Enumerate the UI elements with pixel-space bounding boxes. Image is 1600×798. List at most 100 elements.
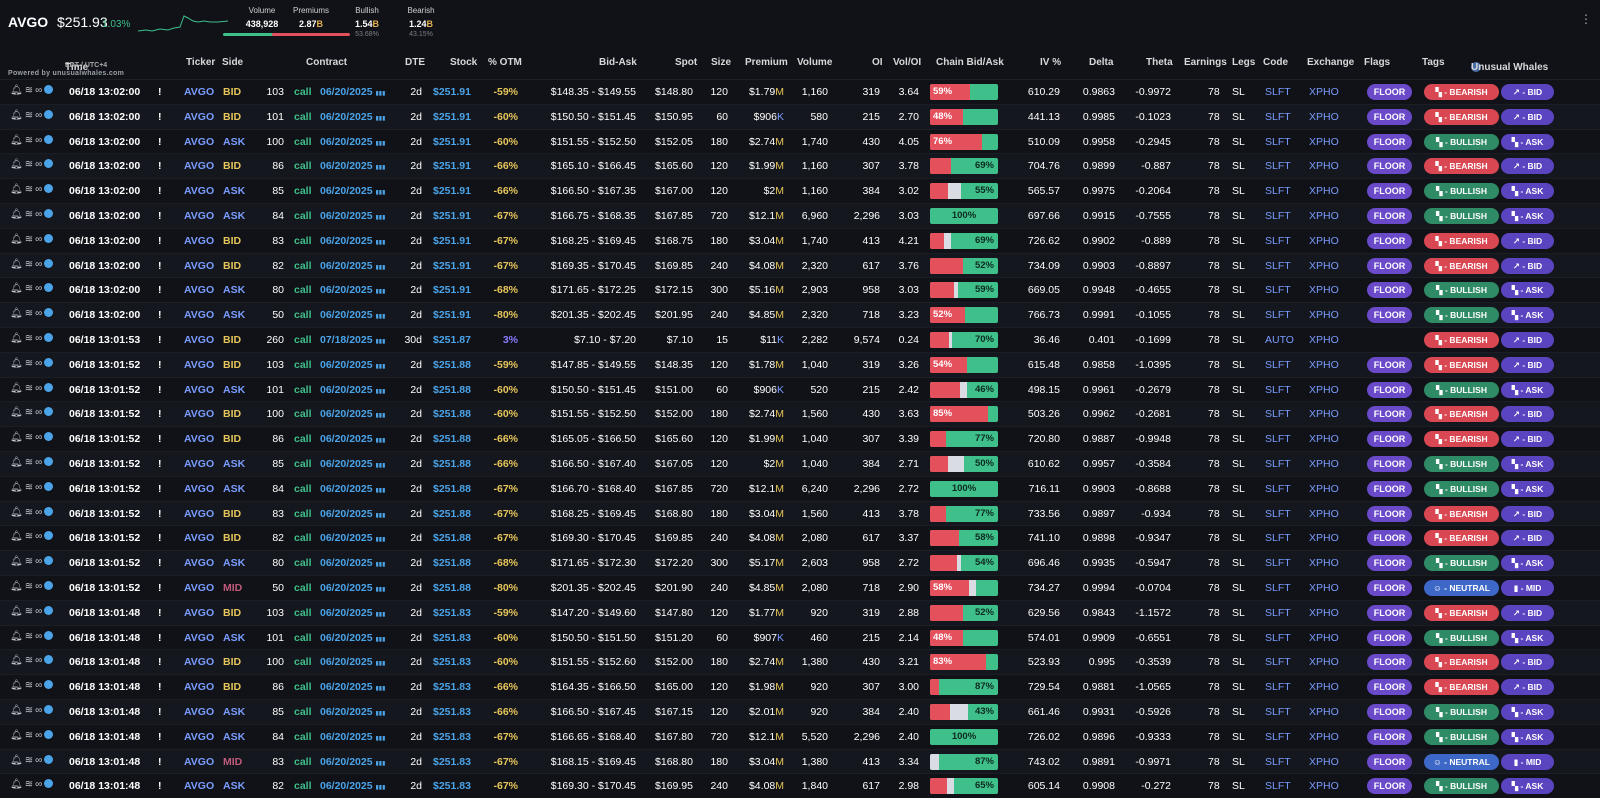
alert-bell-icon[interactable]: 🔔︎ [10,308,25,320]
table-row[interactable]: 🔔︎≋∞ 06/18 13:01:52! AVGO ASK 84 call 06/20/20… [0,476,1600,502]
more-menu-icon[interactable]: ⋮ [1580,12,1592,26]
alert-icon[interactable]: ! [158,681,162,694]
info-dot-icon[interactable] [44,382,54,392]
chart-icon[interactable]: ▮▮▮ [375,165,386,172]
flag-badge[interactable]: FLOOR [1367,257,1412,274]
ticker-link[interactable]: AVGO [184,333,215,346]
wave-icon[interactable]: ≋ [24,655,36,667]
info-dot-icon[interactable] [44,109,54,119]
alert-icon[interactable]: ! [158,557,162,570]
col-oi[interactable]: OI [872,57,883,68]
table-row[interactable]: 🔔︎≋∞ 06/18 13:02:00! AVGO ASK 84 call 06/20/20… [0,203,1600,229]
alert-bell-icon[interactable]: 🔔︎ [10,630,25,642]
trade-code[interactable]: SLFT [1265,185,1291,198]
chart-icon[interactable]: ▮▮▮ [375,586,386,593]
ticker-link[interactable]: AVGO [184,408,215,421]
alert-bell-icon[interactable]: 🔔︎ [10,85,25,96]
trade-code[interactable]: SLFT [1265,681,1291,694]
chart-icon[interactable]: ▮▮▮ [375,115,386,122]
alert-icon[interactable]: ! [158,532,162,545]
sentiment-tag[interactable]: ▚ - BULLISH [1424,728,1499,745]
exchange[interactable]: XPHO [1309,730,1339,743]
trade-code[interactable]: SLFT [1265,408,1291,421]
ticker-link[interactable]: AVGO [184,705,215,718]
alert-bell-icon[interactable]: 🔔︎ [10,407,25,419]
wave-icon[interactable]: ≋ [24,754,36,766]
table-row[interactable]: 🔔︎≋∞ 06/18 13:01:52! AVGO MID 50 call 06/20/20… [0,575,1600,601]
side-tag[interactable]: ▚ - ASK [1501,728,1554,745]
trade-code[interactable]: SLFT [1265,284,1291,297]
side-tag[interactable]: ▚ - ASK [1501,703,1554,720]
chart-icon[interactable]: ▮▮▮ [375,710,386,717]
wave-icon[interactable]: ≋ [24,184,36,196]
alert-icon[interactable]: ! [158,358,162,371]
alert-icon[interactable]: ! [158,185,162,198]
chart-icon[interactable]: ▮▮▮ [375,388,386,395]
col-otm[interactable]: % OTM [488,57,522,68]
chart-icon[interactable]: ▮▮▮ [375,487,386,494]
side-tag[interactable]: ↗ - BID [1501,257,1554,274]
link-icon[interactable]: ∞ [35,456,45,468]
trade-code[interactable]: SLFT [1265,433,1291,446]
alert-icon[interactable]: ! [158,284,162,297]
alert-bell-icon[interactable]: 🔔︎ [10,233,25,245]
alert-icon[interactable]: ! [158,755,162,768]
trade-code[interactable]: SLFT [1265,557,1291,570]
flag-badge[interactable]: FLOOR [1367,431,1412,448]
sentiment-tag[interactable]: ▚ - BEARISH [1424,84,1499,100]
ticker-link[interactable]: AVGO [184,209,215,222]
flag-badge[interactable]: FLOOR [1367,778,1412,795]
expiry-link[interactable]: 06/20/2025 ▮▮▮ [320,730,386,743]
flag-badge[interactable]: FLOOR [1367,207,1412,224]
sentiment-tag[interactable]: ▚ - BULLISH [1424,183,1499,200]
trade-code[interactable]: SLFT [1265,705,1291,718]
link-icon[interactable]: ∞ [35,655,45,667]
wave-icon[interactable]: ≋ [24,481,36,493]
exchange[interactable]: XPHO [1309,135,1339,148]
info-dot-icon[interactable] [44,630,54,640]
side-tag[interactable]: ▚ - ASK [1501,307,1554,324]
expiry-link[interactable]: 06/20/2025 ▮▮▮ [320,433,386,446]
row-actions[interactable]: 🔔︎≋∞ [10,655,54,667]
row-actions[interactable]: 🔔︎≋∞ [10,432,54,444]
flag-badge[interactable]: FLOOR [1367,703,1412,720]
info-dot-icon[interactable] [44,580,54,590]
side-tag[interactable]: ↗ - BID [1501,530,1554,547]
exchange[interactable]: XPHO [1309,209,1339,222]
row-actions[interactable]: 🔔︎≋∞ [10,382,54,394]
info-dot-icon[interactable] [44,208,54,218]
exchange[interactable]: XPHO [1309,457,1339,470]
trade-code[interactable]: SLFT [1265,234,1291,247]
sentiment-tag[interactable]: ☺ - NEUTRAL [1424,579,1499,596]
wave-icon[interactable]: ≋ [24,432,36,444]
col-bid-ask[interactable]: Bid-Ask [599,57,637,68]
ticker-link[interactable]: AVGO [184,160,215,173]
alert-bell-icon[interactable]: 🔔︎ [10,580,25,592]
alert-bell-icon[interactable]: 🔔︎ [10,258,25,270]
alert-icon[interactable]: ! [158,408,162,421]
row-actions[interactable]: 🔔︎≋∞ [10,109,54,121]
exchange[interactable]: XPHO [1309,581,1339,594]
side-tag[interactable]: ▚ - ASK [1501,282,1554,299]
ticker-link[interactable]: AVGO [184,557,215,570]
col-tags[interactable]: Tags [1422,57,1445,68]
ticker-link[interactable]: AVGO [184,457,215,470]
ticker-link[interactable]: AVGO [184,606,215,619]
row-actions[interactable]: 🔔︎≋∞ [10,580,54,592]
link-icon[interactable]: ∞ [35,481,45,493]
wave-icon[interactable]: ≋ [24,382,36,394]
ticker-link[interactable]: AVGO [184,681,215,694]
info-dot-icon[interactable] [44,556,54,566]
link-icon[interactable]: ∞ [35,729,45,741]
trade-code[interactable]: SLFT [1265,457,1291,470]
ticker-link[interactable]: AVGO [184,730,215,743]
sentiment-tag[interactable]: ▚ - BEARISH [1424,331,1499,348]
trade-code[interactable]: SLFT [1265,383,1291,396]
table-row[interactable]: 🔔︎≋∞ 06/18 13:01:48! AVGO MID 83 call 06/20/20… [0,749,1600,775]
col-spot[interactable]: Spot [675,57,698,68]
flag-badge[interactable]: FLOOR [1367,84,1412,100]
table-row[interactable]: 🔔︎≋∞ 06/18 13:01:48! AVGO ASK 85 call 06/20/20… [0,699,1600,725]
col-delta[interactable]: Delta [1089,57,1114,68]
flag-badge[interactable]: FLOOR [1367,728,1412,745]
alert-icon[interactable]: ! [158,135,162,148]
